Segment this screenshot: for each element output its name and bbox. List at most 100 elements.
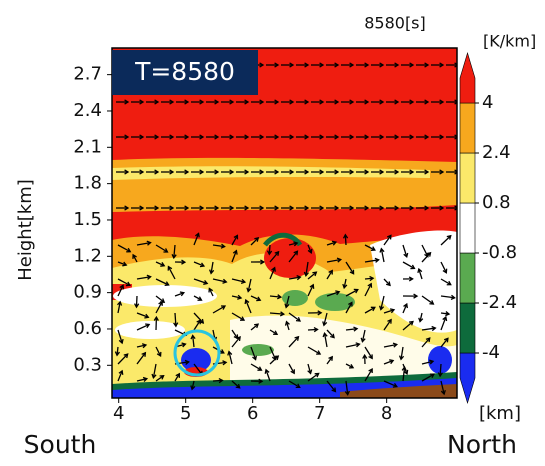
vector-head — [349, 269, 355, 275]
vector-head — [134, 303, 140, 309]
vector-head — [379, 205, 385, 211]
vector-head — [122, 261, 128, 267]
highlight-circle — [173, 329, 221, 377]
wind-vector — [136, 352, 146, 365]
vector-head — [445, 311, 451, 317]
annotation: T=8580 — [134, 57, 235, 86]
vector-head — [126, 247, 132, 253]
wind-vector — [439, 363, 442, 377]
vector-head — [379, 247, 385, 253]
colorbar-segment — [459, 252, 476, 304]
vector-head — [194, 232, 200, 238]
wind-vector — [155, 301, 163, 314]
vector-head — [379, 134, 385, 140]
vector-head — [254, 236, 260, 242]
vector-head — [349, 99, 355, 105]
wind-vector — [155, 295, 165, 303]
x-tick-label: 8 — [381, 403, 392, 424]
colorbar-label: [K/km] — [483, 32, 536, 51]
vector-head — [431, 325, 437, 332]
vector-head — [307, 248, 313, 254]
vector-head — [125, 281, 132, 287]
vector-head — [184, 99, 190, 105]
vector-head — [319, 99, 325, 105]
vector-head — [227, 350, 233, 356]
wind-vector — [231, 250, 238, 263]
vector-head — [379, 62, 385, 68]
vector-head — [146, 274, 152, 280]
vector-head — [349, 62, 355, 68]
vector-head — [274, 134, 280, 140]
wind-vector — [364, 368, 373, 382]
vector-head — [454, 205, 457, 211]
vector-head — [312, 271, 318, 277]
wind-vector — [326, 291, 340, 297]
x-tick-label: 4 — [113, 403, 124, 424]
vector-head — [319, 169, 325, 175]
wind-vector — [402, 303, 408, 314]
wind-vector — [136, 323, 150, 331]
wind-vector — [307, 346, 321, 355]
wind-vector — [152, 363, 157, 378]
wind-vector — [288, 276, 301, 280]
vector-head — [429, 359, 435, 365]
contour-field — [112, 48, 457, 398]
wind-vector — [402, 367, 406, 382]
wind-vector — [155, 278, 169, 286]
vector-head — [293, 241, 299, 247]
wind-vector — [383, 309, 395, 314]
vector-head — [408, 320, 414, 326]
wind-vector — [155, 244, 168, 253]
vector-head — [145, 323, 151, 329]
vector-head — [276, 294, 283, 300]
wind-vector — [383, 319, 392, 331]
vector-head — [426, 251, 432, 257]
y-tick-label: 0.9 — [73, 282, 102, 303]
wind-vector — [193, 233, 200, 246]
wind-vector — [173, 244, 176, 258]
wind-vector — [231, 312, 245, 321]
vector-head — [139, 99, 145, 105]
vector-head — [196, 319, 202, 325]
vector-head — [413, 293, 419, 299]
wind-vector — [285, 321, 290, 331]
wind-vector — [117, 301, 121, 314]
wind-vector — [245, 299, 252, 314]
vector-head — [439, 205, 445, 211]
wind-vector — [326, 329, 335, 339]
plot-frame — [111, 47, 458, 399]
vector-head — [184, 134, 190, 140]
vector-head — [264, 368, 270, 374]
wind-vector — [380, 295, 385, 310]
vector-head — [440, 389, 446, 396]
vector-head — [159, 374, 165, 380]
vector-head — [219, 349, 225, 354]
vector-head — [348, 301, 353, 307]
wind-vector — [364, 283, 372, 297]
vector-head — [214, 205, 220, 211]
wind-vector — [364, 346, 373, 359]
vector-head — [389, 308, 396, 314]
vector-head — [379, 169, 385, 175]
vector-head — [322, 332, 328, 338]
vector-head — [424, 134, 430, 140]
vector-head — [156, 351, 162, 358]
vector-head — [229, 99, 235, 105]
vector-head — [244, 99, 250, 105]
wind-vector — [250, 295, 261, 301]
wind-vector — [323, 333, 328, 348]
wind-vector — [440, 261, 447, 273]
wind-vector — [402, 244, 408, 258]
wind-vector — [361, 329, 366, 342]
colorbar-segment — [459, 51, 476, 104]
vector-head — [294, 335, 300, 341]
wind-vector — [212, 305, 226, 314]
wind-vector — [269, 329, 278, 335]
vector-head — [304, 134, 310, 140]
y-axis-label: Height[km] — [15, 179, 36, 281]
vector-head — [232, 249, 238, 255]
vector-head — [360, 337, 366, 343]
vector-head — [289, 99, 295, 105]
wind-vector — [193, 319, 201, 331]
vector-head — [123, 353, 129, 359]
